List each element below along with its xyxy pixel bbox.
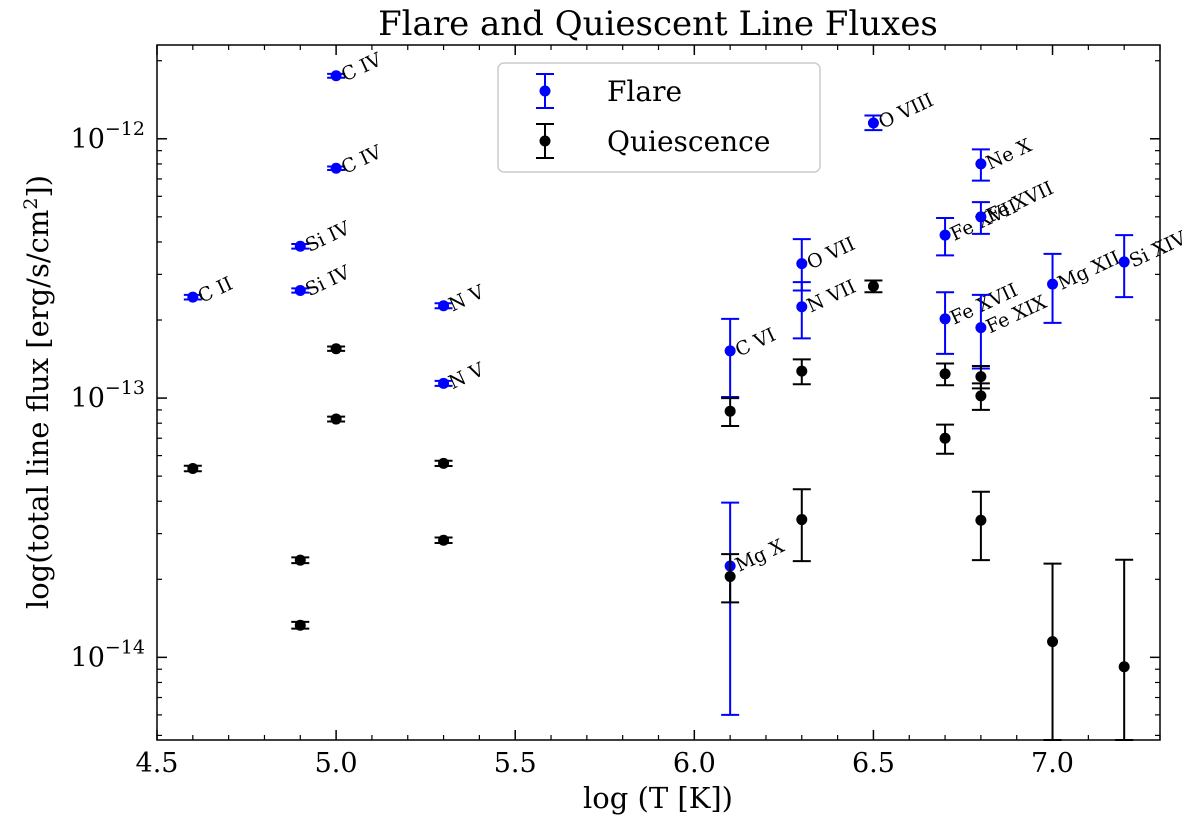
line-label: C II (195, 273, 237, 308)
y-axis-label-sup: 2 (20, 198, 42, 210)
legend-box (497, 62, 821, 173)
quiescence-point (724, 571, 736, 583)
quiescence-point (975, 514, 987, 526)
quiescence-series (183, 279, 1134, 741)
quiescence-point (796, 514, 808, 526)
flare-point (330, 70, 342, 82)
flare-point (438, 300, 450, 312)
flare-point (330, 162, 342, 174)
legend-marker-point (539, 85, 551, 97)
legend-entries: Flare Quiescence (536, 73, 770, 159)
x-tick-label: 6.0 (673, 748, 716, 779)
x-tick-label: 5.0 (315, 748, 358, 779)
flare-point (1047, 278, 1059, 290)
flare-point (294, 284, 306, 296)
line-label: O VII (804, 233, 859, 274)
line-label: Mg XII (1054, 247, 1123, 295)
quiescence-point (975, 371, 987, 383)
y-tick-label: 10−14 (71, 636, 145, 673)
flare-point (975, 211, 987, 223)
quiescence-point (796, 365, 808, 377)
flare-point (867, 117, 879, 129)
flare-point (975, 322, 987, 334)
line-label: N V (445, 281, 488, 316)
flare-point (438, 377, 450, 389)
y-tick-exponent: −14 (105, 636, 145, 658)
x-axis-label: log (T [K]) (583, 781, 733, 815)
y-tick-base: 10 (71, 124, 105, 155)
flare-point (1118, 256, 1130, 268)
quiescence-point (330, 343, 342, 355)
chart-title: Flare and Quiescent Line Fluxes (378, 4, 938, 44)
quiescence-point (330, 413, 342, 425)
flare-point (975, 158, 987, 170)
legend-marker-point (539, 135, 551, 147)
line-label: Fe XVII (983, 177, 1057, 227)
y-tick-exponent: −13 (105, 377, 145, 399)
flare-point (796, 258, 808, 270)
line-label: Si IV (302, 261, 354, 301)
flare-point (939, 229, 951, 241)
x-tick-label: 5.5 (494, 748, 537, 779)
y-tick-base: 10 (71, 383, 105, 414)
quiescence-point (939, 432, 951, 444)
y-tick-label: 10−12 (71, 118, 145, 155)
y-tick-label: 10−13 (71, 377, 145, 414)
y-tick-exponent: −12 (105, 118, 145, 140)
line-label: C IV (338, 49, 385, 87)
x-tick-label: 7.0 (1031, 748, 1074, 779)
line-label: Mg X (732, 535, 788, 577)
y-tick-base: 10 (71, 642, 105, 673)
line-label: Ne X (983, 134, 1036, 174)
x-tick-label: 4.5 (136, 748, 179, 779)
quiescence-point (724, 405, 736, 417)
quiescence-point (294, 619, 306, 631)
quiescence-point (1047, 636, 1059, 648)
flare-point (724, 345, 736, 357)
quiescence-point (975, 390, 987, 402)
line-label: N VII (804, 276, 860, 318)
quiescence-point (294, 554, 306, 566)
flare-point (796, 301, 808, 313)
quiescence-point (438, 534, 450, 546)
legend-label: Quiescence (607, 125, 770, 158)
line-label: Si XIV (1126, 227, 1190, 272)
y-axis-label: log(total line flux [erg/s/cm2]) (20, 175, 55, 609)
x-tick-label: 6.5 (852, 748, 895, 779)
line-label: C IV (338, 141, 385, 179)
quiescence-point (939, 368, 951, 380)
line-label: O VIII (875, 89, 937, 133)
line-label: N V (445, 358, 488, 393)
y-axis-label-suffix: ]) (21, 175, 55, 198)
flare-point (187, 291, 199, 303)
quiescence-point (438, 457, 450, 469)
line-label: Si IV (302, 217, 354, 257)
flare-point (294, 240, 306, 252)
y-axis-label-prefix: log(total line flux [erg/s/cm (21, 210, 55, 609)
quiescence-point (187, 463, 199, 475)
quiescence-point (867, 280, 879, 292)
line-label: C VI (732, 324, 779, 362)
quiescence-point (1118, 661, 1130, 673)
legend-label: Flare (607, 75, 682, 108)
flare-point (939, 313, 951, 325)
legend: Flare Quiescence (497, 62, 821, 173)
